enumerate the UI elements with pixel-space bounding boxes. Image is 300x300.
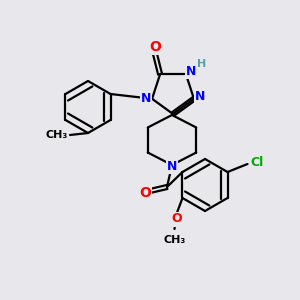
Text: CH₃: CH₃ xyxy=(164,235,186,245)
Text: Cl: Cl xyxy=(250,155,263,169)
Text: N: N xyxy=(167,160,177,172)
Text: CH₃: CH₃ xyxy=(46,130,68,140)
Text: N: N xyxy=(141,92,151,105)
Text: H: H xyxy=(197,59,207,69)
Text: O: O xyxy=(149,40,161,54)
Text: O: O xyxy=(171,212,182,226)
Text: N: N xyxy=(195,90,205,103)
Text: O: O xyxy=(139,186,151,200)
Text: N: N xyxy=(186,65,196,78)
